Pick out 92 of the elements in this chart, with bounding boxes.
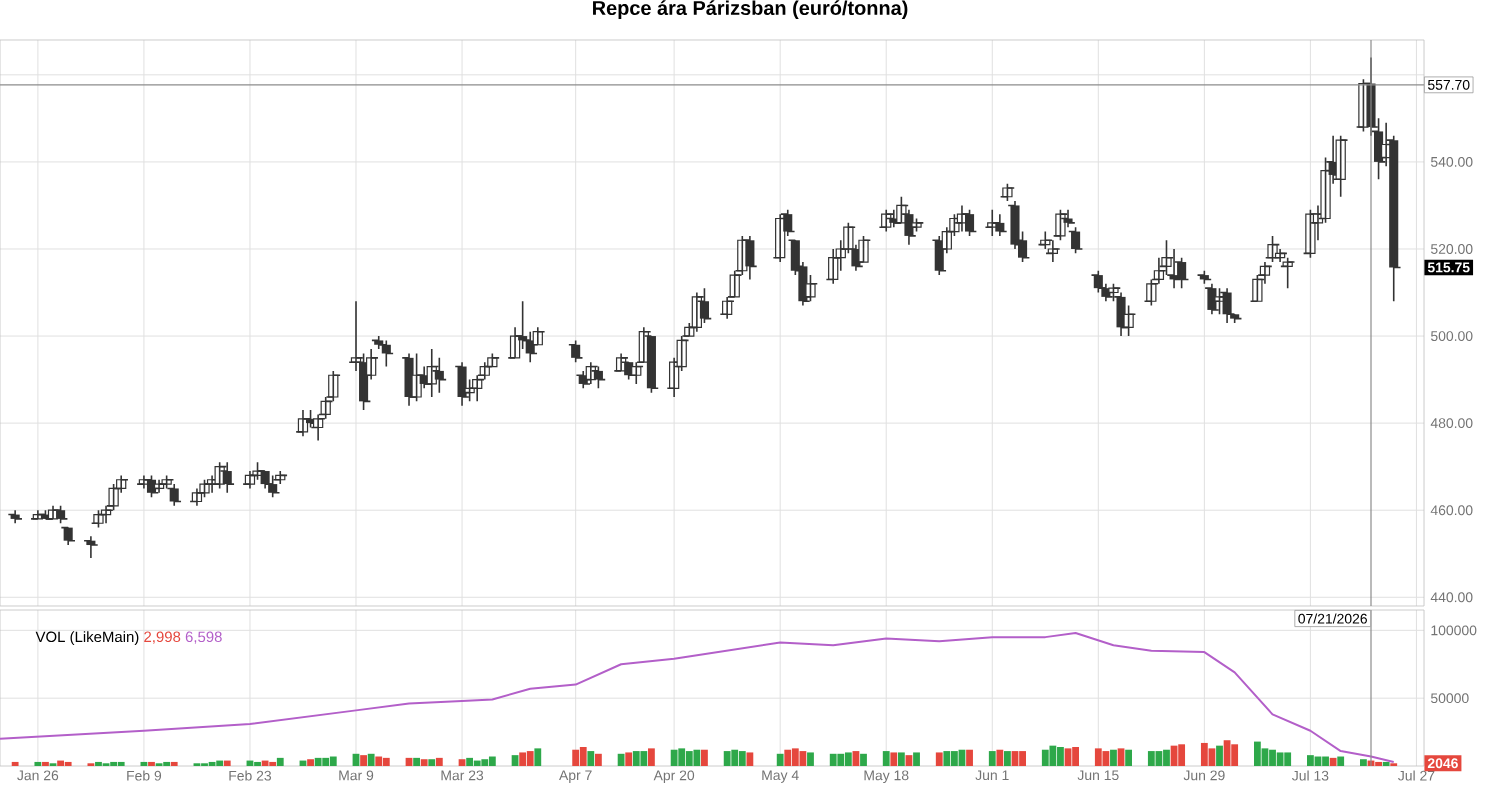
bar	[1261, 748, 1269, 766]
bar	[1276, 752, 1284, 766]
bar	[1306, 755, 1314, 766]
bar	[746, 752, 754, 766]
bar	[617, 753, 625, 766]
bar	[890, 752, 898, 766]
bar	[57, 760, 65, 766]
bar	[594, 753, 602, 766]
chart-title: Repce ára Párizsban (euró/tonna)	[593, 0, 908, 19]
bar	[435, 757, 443, 766]
bar	[1004, 751, 1011, 766]
bar	[519, 752, 527, 766]
bar	[1057, 747, 1064, 766]
bar	[693, 749, 701, 766]
bar	[776, 753, 784, 766]
bar	[1064, 748, 1072, 766]
bar	[1041, 749, 1049, 766]
bar	[966, 749, 973, 766]
bar	[1019, 751, 1026, 766]
bar	[860, 753, 867, 766]
bar	[1284, 752, 1292, 766]
bar	[1322, 756, 1329, 766]
bar	[791, 748, 799, 766]
bar	[223, 760, 231, 766]
bar	[670, 749, 678, 766]
bar	[738, 751, 746, 766]
bar	[1094, 748, 1102, 766]
bar	[625, 752, 633, 766]
bar	[261, 760, 269, 766]
bar	[1216, 745, 1223, 766]
bar	[935, 752, 943, 766]
bar	[587, 751, 595, 766]
bar	[950, 751, 958, 766]
bar	[1253, 741, 1261, 766]
bar	[526, 751, 534, 766]
bar	[360, 755, 367, 766]
bar	[1360, 759, 1367, 766]
bar	[1110, 749, 1117, 766]
bar	[897, 752, 905, 766]
bar	[413, 757, 421, 766]
bar	[1072, 747, 1079, 766]
bar	[799, 751, 807, 766]
bar	[784, 749, 792, 766]
bar	[473, 760, 481, 766]
bar	[1125, 749, 1133, 766]
bar	[428, 759, 436, 766]
bar	[572, 749, 580, 766]
bar	[420, 759, 428, 766]
bar	[648, 748, 655, 766]
bar	[1329, 757, 1337, 766]
bar	[307, 759, 314, 766]
bar	[1200, 742, 1208, 766]
bar	[837, 753, 845, 766]
bar	[466, 757, 474, 766]
bar	[458, 759, 466, 766]
bar	[329, 756, 337, 766]
bar	[382, 757, 390, 766]
bar	[367, 753, 375, 766]
bar	[844, 752, 852, 766]
bar	[913, 752, 920, 766]
bar	[314, 757, 322, 766]
bar	[943, 751, 951, 766]
bar	[534, 748, 542, 766]
bar	[1269, 749, 1276, 766]
bar	[1163, 749, 1170, 766]
bar	[685, 751, 693, 766]
bar	[678, 748, 686, 766]
bar	[1102, 751, 1110, 766]
bar	[1231, 744, 1239, 766]
bar	[322, 757, 330, 766]
bar	[829, 753, 837, 766]
bar	[988, 751, 996, 766]
bar	[1049, 745, 1057, 766]
bar	[1208, 748, 1216, 766]
bar	[731, 749, 739, 766]
bar	[488, 756, 496, 766]
bar	[1117, 748, 1125, 766]
bar	[579, 747, 587, 766]
bar	[1178, 744, 1186, 766]
bar	[996, 749, 1004, 766]
bar	[481, 759, 489, 766]
bar	[723, 751, 731, 766]
bar	[375, 756, 383, 766]
bar	[276, 757, 284, 766]
bar	[216, 760, 224, 766]
bar	[1147, 751, 1155, 766]
bar	[1337, 756, 1345, 766]
bar	[807, 752, 814, 766]
bar	[632, 751, 640, 766]
bar	[701, 749, 708, 766]
bar	[882, 751, 890, 766]
bar	[640, 751, 648, 766]
